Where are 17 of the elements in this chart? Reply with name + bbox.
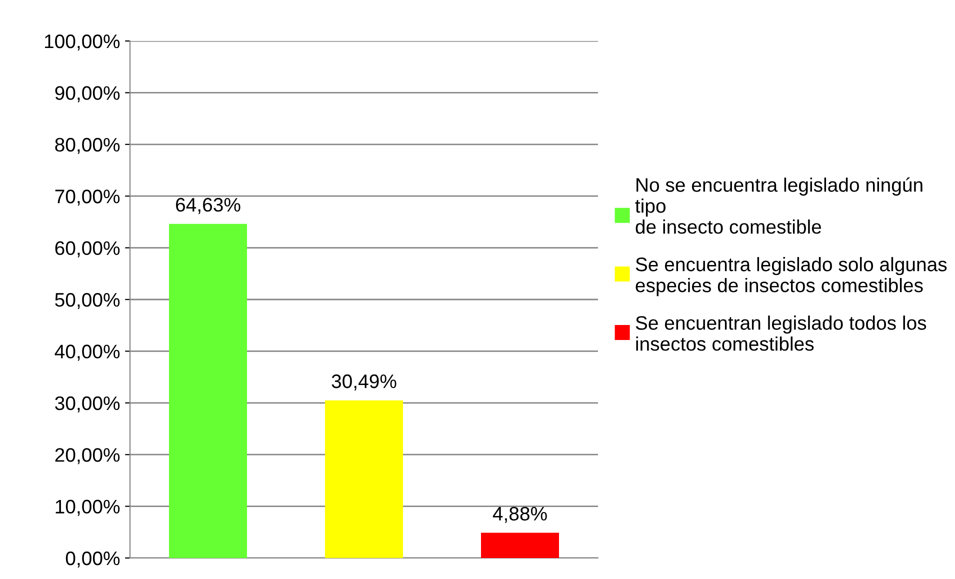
legend-label: Se encuentran legislado todos los insectos comestibles (636, 316, 926, 351)
y-tick-label: 0,00% (66, 551, 120, 568)
y-tick-label: 40,00% (54, 344, 120, 361)
y-tick-label: 50,00% (55, 292, 120, 310)
y-tick-label: 70,00% (55, 190, 120, 206)
data-label: 4,88% (492, 506, 547, 523)
y-tick-label: 10,00% (56, 500, 120, 516)
data-label: 30,49% (332, 374, 396, 390)
y-tick-label: 20,00% (55, 448, 120, 464)
y-tick-label: 90,00% (55, 86, 120, 102)
legend-label: Se encuentra legislado solo algunas especies de insectos comestibles (636, 257, 947, 296)
data-label: 64,63% (176, 198, 240, 214)
legend-label: No se encuentra legislado ningún tipo de insecto comestible (635, 177, 922, 234)
y-tick-label: 60,00% (55, 241, 120, 258)
y-tick-label: 30,00% (55, 396, 120, 412)
y-tick-label: 100,00% (45, 34, 120, 51)
y-tick-label: 80,00% (55, 138, 120, 154)
